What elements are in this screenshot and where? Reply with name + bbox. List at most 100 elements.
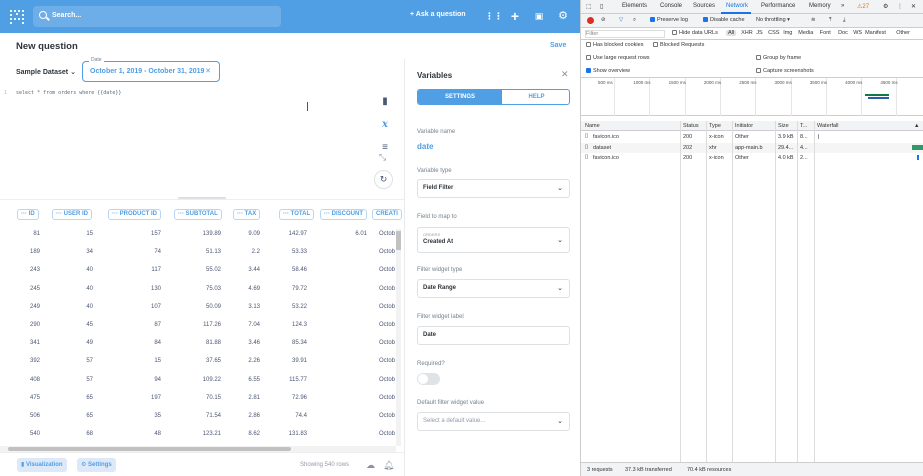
table-cell[interactable]: 74.4 xyxy=(295,413,307,419)
scrollbar-thumb[interactable] xyxy=(8,447,291,451)
sort-up-icon[interactable]: ▲ xyxy=(914,123,920,129)
search-input[interactable]: Search... xyxy=(33,6,281,27)
filter-type-media[interactable]: Media xyxy=(798,30,814,36)
filter-type-font[interactable]: Font xyxy=(819,30,831,36)
filter-type-all[interactable]: All xyxy=(726,30,737,36)
bell-icon[interactable]: 🔔︎ xyxy=(383,460,395,470)
table-cell[interactable]: 15 xyxy=(86,231,93,237)
device-toolbar-icon[interactable]: ▯ xyxy=(600,4,604,10)
required-toggle[interactable] xyxy=(417,373,440,385)
disable-cache-checkbox[interactable]: Disable cache xyxy=(703,17,745,23)
col-type[interactable]: Type xyxy=(709,123,721,129)
table-cell[interactable]: 107 xyxy=(150,303,161,310)
show-overview-checkbox[interactable]: Show overview xyxy=(586,68,630,74)
capture-screenshots-checkbox[interactable]: Capture screenshots xyxy=(756,68,814,74)
settings-button[interactable]: ⚙ Settings xyxy=(77,458,116,472)
table-cell[interactable]: 109.22 xyxy=(202,376,221,383)
column-header[interactable]: ··· USER ID xyxy=(52,209,92,220)
dataset-selector[interactable]: Sample Dataset ⌄ xyxy=(16,68,76,76)
table-cell[interactable]: 139.89 xyxy=(202,231,221,237)
vertical-scrollbar[interactable] xyxy=(396,229,401,446)
column-header[interactable]: ··· DISCOUNT xyxy=(320,209,367,220)
gear-icon[interactable]: ⚙ xyxy=(883,4,889,10)
table-cell[interactable]: 2.81 xyxy=(248,394,260,401)
data-reference-icon[interactable]: ▮ xyxy=(382,96,388,107)
widget-label-input[interactable]: Date xyxy=(417,326,570,345)
snippets-icon[interactable]: ≡ xyxy=(382,142,388,153)
filter-input[interactable]: Filter xyxy=(585,30,665,38)
table-cell[interactable]: 39.91 xyxy=(291,358,307,365)
group-by-frame-checkbox[interactable]: Group by frame xyxy=(756,55,801,61)
filter-type-manifest[interactable]: Manifest xyxy=(865,30,886,36)
tab-elements[interactable]: Elements xyxy=(622,3,648,9)
col-time[interactable]: T... xyxy=(800,123,808,129)
clear-icon[interactable]: ⊘ xyxy=(601,17,606,23)
table-cell[interactable]: 68 xyxy=(86,431,93,438)
filter-type-xhr[interactable]: XHR xyxy=(741,30,753,36)
column-header[interactable]: ··· TAX xyxy=(233,209,261,220)
col-status[interactable]: Status xyxy=(683,123,699,129)
table-cell[interactable]: 48 xyxy=(154,431,161,438)
col-initiator[interactable]: Initiator xyxy=(735,123,754,129)
network-request-row[interactable]: ▯ favicon.ico 200 x-icon Other 4.0 kB 2... xyxy=(581,153,923,163)
grid-icon[interactable]: ⋮⋮ xyxy=(485,11,503,21)
table-cell[interactable]: 7.04 xyxy=(248,322,260,328)
inspect-icon[interactable]: ⬚ xyxy=(586,4,592,10)
table-cell[interactable]: 9.09 xyxy=(248,231,260,237)
col-name[interactable]: Name xyxy=(585,123,600,129)
table-cell[interactable]: 50.09 xyxy=(205,303,221,310)
filter-type-doc[interactable]: Doc xyxy=(838,30,848,36)
table-cell[interactable]: 197 xyxy=(150,394,161,401)
upload-icon[interactable]: ⤒ xyxy=(829,17,832,23)
table-cell[interactable]: 53.22 xyxy=(291,303,307,310)
table-cell[interactable]: 87 xyxy=(154,322,161,328)
tab-settings[interactable]: SETTINGS xyxy=(418,90,502,104)
table-cell[interactable]: 2.86 xyxy=(248,413,260,419)
table-cell[interactable]: 540 xyxy=(29,431,40,438)
col-waterfall[interactable]: Waterfall xyxy=(817,123,839,129)
table-cell[interactable]: 341 xyxy=(29,340,40,347)
column-header[interactable]: ··· ID xyxy=(17,209,39,220)
sql-text[interactable]: select * from orders where {{date}} xyxy=(16,90,122,96)
filter-type-css[interactable]: CSS xyxy=(768,30,780,36)
column-header[interactable]: CREATI xyxy=(372,209,402,220)
table-cell[interactable]: 117.26 xyxy=(203,322,221,328)
table-cell[interactable]: 189 xyxy=(29,249,40,256)
table-cell[interactable]: 34 xyxy=(86,249,93,256)
metabase-logo-icon[interactable] xyxy=(10,10,24,24)
filter-type-js[interactable]: JS xyxy=(756,30,763,36)
table-cell[interactable]: 6.01 xyxy=(355,231,367,237)
throttling-select[interactable]: No throttling ▾ xyxy=(756,17,790,23)
table-cell[interactable]: 70.15 xyxy=(205,394,221,401)
network-request-row[interactable]: ▯ favicon.ico 200 x-icon Other 3.9 kB 8... xyxy=(581,132,923,142)
close-icon[interactable]: ✕ xyxy=(205,68,211,75)
table-cell[interactable]: 243 xyxy=(29,267,40,274)
table-cell[interactable]: 40 xyxy=(86,285,93,292)
field-map-select[interactable]: ORDERS Created At ⌄ xyxy=(417,227,570,253)
table-cell[interactable]: Octob xyxy=(379,231,396,237)
tab-sources[interactable]: Sources xyxy=(693,3,716,9)
large-rows-checkbox[interactable]: Use large request rows xyxy=(586,55,650,61)
table-cell[interactable]: 57 xyxy=(86,376,93,383)
widget-type-select[interactable]: Date Range ⌄ xyxy=(417,279,570,298)
table-cell[interactable]: 130 xyxy=(150,285,161,292)
ask-question-button[interactable]: + Ask a question xyxy=(410,11,466,18)
table-cell[interactable]: 53.33 xyxy=(291,249,307,256)
filter-icon[interactable]: ▽ xyxy=(619,17,624,23)
table-cell[interactable]: 55.02 xyxy=(205,267,221,274)
table-cell[interactable]: 3.13 xyxy=(248,303,260,310)
table-cell[interactable]: 45 xyxy=(86,322,93,328)
wifi-icon[interactable]: ≋ xyxy=(811,17,816,23)
filter-type-ws[interactable]: WS xyxy=(853,30,863,36)
search-icon[interactable]: ⌕ xyxy=(633,17,637,23)
tab-performance[interactable]: Performance xyxy=(761,3,796,9)
table-cell[interactable]: 506 xyxy=(29,413,40,419)
scrollbar-thumb[interactable] xyxy=(396,231,401,250)
date-filter-widget[interactable]: Date October 1, 2019 - October 31, 2019 … xyxy=(82,57,220,82)
variable-type-select[interactable]: Field Filter ⌄ xyxy=(417,179,570,198)
table-cell[interactable]: 4.69 xyxy=(248,285,260,292)
table-cell[interactable]: 2.26 xyxy=(248,358,260,365)
table-cell[interactable]: 115.77 xyxy=(289,376,307,383)
variables-icon[interactable]: x xyxy=(382,119,388,130)
table-cell[interactable]: 392 xyxy=(29,358,40,365)
